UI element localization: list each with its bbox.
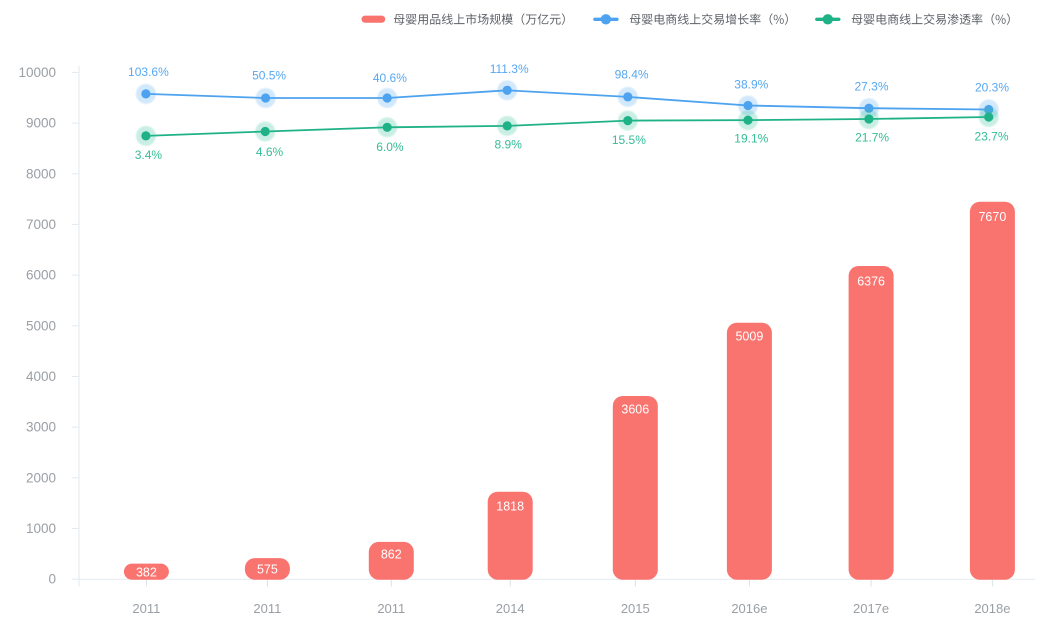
svg-text:2017e: 2017e xyxy=(853,601,889,616)
svg-text:103.6%: 103.6% xyxy=(128,65,169,79)
svg-text:2000: 2000 xyxy=(26,470,56,485)
svg-text:2011: 2011 xyxy=(253,601,281,616)
svg-text:4000: 4000 xyxy=(26,369,56,384)
svg-text:2014: 2014 xyxy=(496,601,525,616)
svg-text:862: 862 xyxy=(381,548,402,562)
svg-text:5009: 5009 xyxy=(735,330,763,344)
svg-text:3606: 3606 xyxy=(621,403,649,417)
svg-text:6000: 6000 xyxy=(26,268,56,283)
svg-text:2015: 2015 xyxy=(621,601,650,616)
svg-text:40.6%: 40.6% xyxy=(373,71,407,85)
svg-text:1818: 1818 xyxy=(496,500,524,514)
svg-text:3000: 3000 xyxy=(26,420,56,435)
svg-text:0: 0 xyxy=(48,572,56,587)
svg-text:1000: 1000 xyxy=(26,521,56,536)
svg-text:7000: 7000 xyxy=(26,217,56,232)
svg-text:6.0%: 6.0% xyxy=(376,140,404,154)
svg-text:98.4%: 98.4% xyxy=(615,68,649,82)
svg-text:20.3%: 20.3% xyxy=(975,80,1009,94)
svg-text:111.3%: 111.3% xyxy=(490,62,529,76)
svg-text:19.1%: 19.1% xyxy=(734,132,768,146)
svg-text:15.5%: 15.5% xyxy=(612,133,646,147)
svg-text:27.3%: 27.3% xyxy=(854,80,888,94)
svg-text:9000: 9000 xyxy=(26,116,56,131)
svg-text:2016e: 2016e xyxy=(731,601,767,616)
svg-text:38.9%: 38.9% xyxy=(734,77,768,91)
svg-text:382: 382 xyxy=(136,565,157,579)
svg-text:8.9%: 8.9% xyxy=(495,137,523,151)
svg-text:2011: 2011 xyxy=(132,601,160,616)
svg-text:2011: 2011 xyxy=(377,601,405,616)
svg-text:7670: 7670 xyxy=(978,210,1006,224)
svg-text:8000: 8000 xyxy=(26,166,56,181)
svg-text:4.6%: 4.6% xyxy=(256,145,284,159)
svg-text:23.7%: 23.7% xyxy=(974,130,1008,144)
svg-text:21.7%: 21.7% xyxy=(855,130,889,144)
svg-text:50.5%: 50.5% xyxy=(252,69,286,83)
svg-text:575: 575 xyxy=(257,562,278,576)
svg-text:10000: 10000 xyxy=(18,65,56,80)
svg-text:2018e: 2018e xyxy=(974,601,1010,616)
svg-text:3.4%: 3.4% xyxy=(135,148,163,162)
svg-text:5000: 5000 xyxy=(26,318,56,333)
svg-text:6376: 6376 xyxy=(857,275,885,289)
